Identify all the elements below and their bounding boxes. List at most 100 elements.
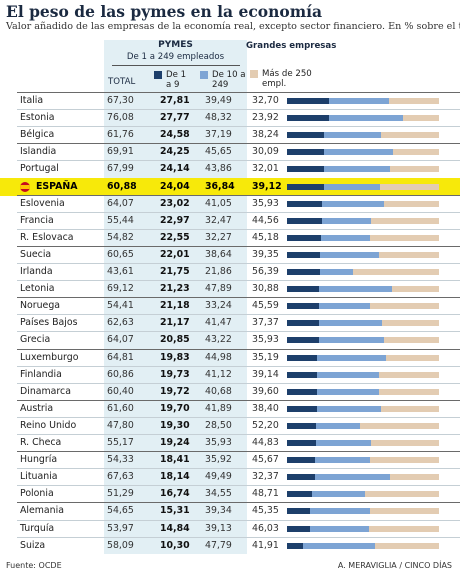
total-value: 60,86 [107,368,134,380]
bar-segment-mid [319,286,393,293]
country-name: Suiza [20,539,46,551]
row-divider [17,245,460,247]
bar-segment-large [380,132,439,139]
total-value: 54,41 [107,300,134,312]
row-divider [17,109,460,111]
total-value: 64,81 [107,351,134,363]
bar-segment-small [287,286,320,293]
bar-segment-small [287,320,320,327]
bar-segment-large [369,457,439,464]
large-firms-value: 41,91 [252,539,279,551]
bar-segment-small [287,234,322,241]
small-firms-value: 15,31 [160,505,190,517]
table-row: Polonia 51,29 16,74 34,55 48,71 [0,485,460,503]
mid-firms-value: 37,19 [205,129,232,141]
row-divider [17,297,460,299]
large-firms-value: 44,56 [252,214,279,226]
small-firms-value: 21,23 [160,283,190,295]
mid-firms-value: 47,79 [205,539,232,551]
row-divider [17,228,460,230]
small-firms-value: 19,24 [160,437,190,448]
small-firms-value: 24,25 [160,146,190,158]
table-row: Estonia 76,08 27,77 48,32 23,92 [0,109,460,127]
bar-segment-mid [329,115,403,122]
country-name: Suecia [20,248,52,260]
table-row: Hungría 54,33 18,41 35,92 45,67 [0,451,460,469]
total-value: 60,65 [107,248,134,260]
row-divider [17,519,460,521]
bar-segment-mid [316,405,381,412]
country-name: R. Eslovaca [20,231,74,243]
table-row: Irlanda 43,61 21,75 21,86 56,39 [0,263,460,281]
mid-firms-value: 41,89 [205,402,232,414]
small-firms-value: 21,17 [160,317,190,329]
country-name: Austria [20,402,54,414]
large-firms-value: 45,18 [252,231,279,243]
row-divider [17,434,460,435]
row-divider [17,211,460,213]
bar-segment-mid [320,269,354,275]
total-value: 64,07 [107,334,134,346]
large-firms-value: 56,39 [252,266,279,277]
bar-segment-large [375,542,439,549]
bar-segment-small [287,491,313,498]
small-firms-value: 22,97 [160,214,190,226]
small-firms-value: 19,83 [160,351,190,363]
row-divider [17,126,460,128]
table-row: R. Eslovaca 54,82 22,55 32,27 45,18 [0,228,460,247]
bar-segment-mid [302,542,376,549]
stacked-bar [287,217,439,224]
row-divider [17,536,460,538]
mid-firms-value: 47,89 [205,283,232,295]
mid-firms-value: 38,64 [205,248,232,260]
credit-note: A. MERAVIGLIA / CINCO DÍAS [337,561,452,570]
stacked-bar [287,457,439,464]
country-name: Polonia [20,488,54,500]
row-divider [17,485,460,487]
mid-firms-value: 49,49 [205,471,232,483]
small-firms-value: 19,30 [160,419,190,431]
mid-firms-value: 34,55 [205,488,232,500]
total-value: 62,63 [107,317,134,329]
stacked-bar [287,149,439,156]
bar-segment-large [390,166,439,173]
bar-segment-large [389,474,439,481]
bar-segment-small [287,337,319,344]
total-value: 47,80 [107,419,134,431]
bar-segment-large [384,337,439,344]
bar-segment-large [380,405,439,412]
total-value: 67,30 [107,95,134,106]
stacked-bar [287,98,439,104]
mid-firms-value: 32,47 [205,214,232,226]
table-row: Italia 67,30 27,81 39,49 32,70 [0,92,460,110]
mid-firms-value: 36,84 [205,180,235,192]
small-firms-value: 23,02 [160,197,190,209]
bar-segment-small [287,166,324,173]
total-value: 64,07 [107,197,134,209]
table-row: Letonia 69,12 21,23 47,89 30,88 [0,280,460,298]
bar-segment-mid [319,303,370,310]
total-value: 54,33 [107,454,134,466]
bar-segment-large [359,422,439,429]
bar-segment-small [287,149,324,156]
mid-firms-value: 48,32 [205,112,232,124]
stacked-bar [287,388,439,395]
row-divider [17,280,460,282]
bar-segment-small [287,525,310,532]
country-name: Letonia [20,283,55,295]
bar-segment-large [402,115,439,122]
legend-swatch-large [250,70,258,78]
mid-firms-value: 41,12 [205,368,232,380]
chart-subtitle: Valor añadido de las empresas de la econ… [6,21,460,32]
bar-segment-mid [321,234,371,241]
bar-segment-mid [312,491,365,498]
small-firms-value: 21,18 [160,300,190,312]
row-divider [17,314,460,316]
stacked-bar [287,405,439,412]
bar-segment-large [379,183,439,190]
large-firms-value: 46,03 [252,522,279,534]
row-divider [17,365,460,367]
mid-firms-value: 39,49 [205,95,232,106]
small-firms-value: 24,14 [160,163,190,175]
stacked-bar [287,286,439,293]
